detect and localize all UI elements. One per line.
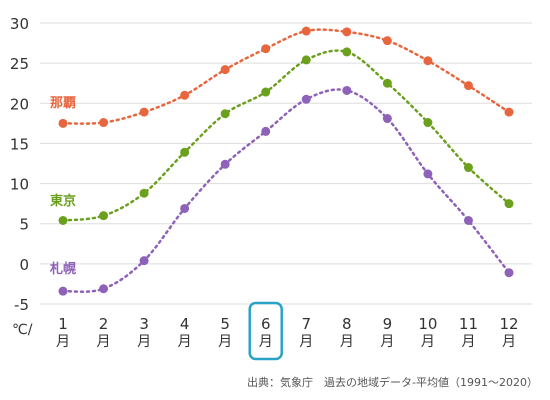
x-tick-month: 月 <box>421 334 435 350</box>
data-point <box>301 94 311 104</box>
x-tick-number: 12 <box>499 315 518 333</box>
x-tick-number: 4 <box>180 315 190 333</box>
x-tick-month: 月 <box>218 334 232 350</box>
data-point <box>180 203 190 213</box>
data-point <box>58 216 68 226</box>
y-axis-unit: ℃/ <box>12 322 33 338</box>
x-tick-number: 11 <box>459 315 478 333</box>
data-point <box>342 27 352 37</box>
y-tick-label: 30 <box>10 15 29 33</box>
data-point <box>504 199 514 209</box>
series-line-那覇 <box>61 28 511 125</box>
data-point <box>504 107 514 117</box>
y-tick-label: 0 <box>19 256 29 274</box>
series-line-東京 <box>61 49 511 222</box>
data-point <box>382 114 392 124</box>
data-point <box>261 44 271 54</box>
highlight-month-box <box>248 301 283 361</box>
data-point <box>139 107 149 117</box>
data-point <box>382 36 392 46</box>
x-tick-number: 2 <box>99 315 109 333</box>
x-tick-number: 3 <box>139 315 149 333</box>
x-tick-month: 月 <box>56 334 70 350</box>
x-tick-number: 1 <box>58 315 68 333</box>
data-point <box>423 118 433 128</box>
data-point <box>342 85 352 95</box>
x-tick-month: 月 <box>137 334 151 350</box>
data-point <box>423 56 433 66</box>
data-point <box>180 147 190 157</box>
series-label: 那覇 <box>50 96 76 111</box>
y-tick-label: 10 <box>10 176 29 194</box>
data-point <box>261 87 271 97</box>
y-tick-label: 15 <box>10 135 29 153</box>
data-point <box>99 118 109 128</box>
data-point <box>423 169 433 179</box>
data-point <box>463 81 473 91</box>
x-tick-month: 月 <box>299 334 313 350</box>
x-tick-month: 月 <box>97 334 111 350</box>
data-point <box>99 211 109 221</box>
y-tick-label: 5 <box>19 216 29 234</box>
series-label: 東京 <box>50 193 76 209</box>
data-point <box>382 78 392 88</box>
x-tick-number: 6 <box>261 315 271 333</box>
data-point <box>463 216 473 226</box>
data-point <box>180 90 190 100</box>
data-point <box>99 284 109 294</box>
data-point <box>342 47 352 57</box>
x-tick-number: 5 <box>220 315 230 333</box>
data-point <box>301 55 311 65</box>
series-line-札幌 <box>61 88 511 293</box>
source-note: 出典：気象庁 過去の地域データ-平均値（1991～2020） <box>247 376 538 389</box>
x-tick-month: 月 <box>502 334 516 350</box>
data-point <box>58 118 68 128</box>
y-tick-label: -5 <box>14 296 29 314</box>
x-tick-month: 月 <box>461 334 475 350</box>
x-tick-number: 8 <box>342 315 352 333</box>
x-tick-number: 9 <box>383 315 393 333</box>
y-tick-label: 20 <box>10 95 29 113</box>
data-point <box>301 26 311 36</box>
data-point <box>504 268 514 278</box>
data-point <box>463 163 473 173</box>
data-point <box>220 65 230 75</box>
data-point <box>139 256 149 266</box>
data-point <box>220 159 230 169</box>
x-tick-number: 10 <box>418 315 437 333</box>
data-point <box>139 188 149 198</box>
series-label: 札幌 <box>49 261 76 277</box>
x-tick-month: 月 <box>340 334 354 350</box>
data-point <box>220 109 230 119</box>
x-tick-month: 月 <box>259 334 273 350</box>
y-tick-label: 25 <box>10 55 29 73</box>
x-tick-number: 7 <box>301 315 311 333</box>
data-point <box>58 286 68 296</box>
data-point <box>261 126 271 136</box>
x-tick-month: 月 <box>178 334 192 350</box>
x-tick-month: 月 <box>380 334 394 350</box>
